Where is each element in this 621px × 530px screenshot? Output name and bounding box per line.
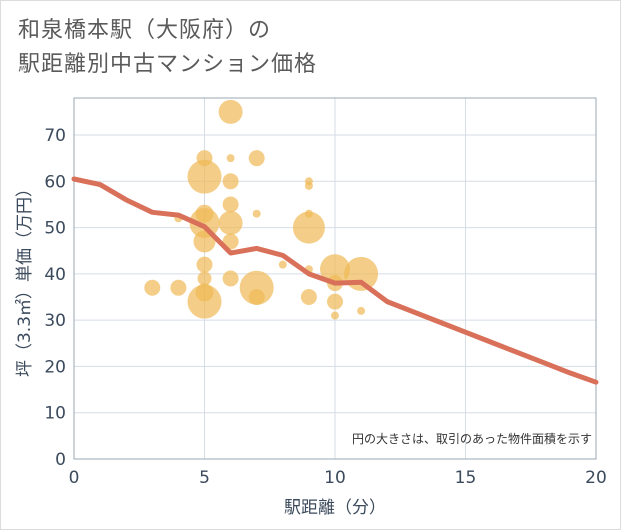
bubble-point bbox=[189, 207, 220, 238]
bubble-point bbox=[304, 181, 313, 190]
bubble-point bbox=[327, 293, 343, 310]
x-tick-label: 15 bbox=[455, 468, 477, 488]
bubble-point bbox=[222, 196, 239, 213]
bubble-series bbox=[144, 99, 379, 320]
bubble-point bbox=[226, 154, 235, 163]
bubble-point bbox=[144, 279, 161, 296]
y-tick-label: 40 bbox=[44, 265, 66, 285]
x-tick-label: 0 bbox=[69, 468, 80, 488]
bubble-point bbox=[218, 210, 243, 235]
bubble-point bbox=[222, 270, 239, 287]
bubble-point bbox=[218, 99, 243, 124]
y-tick-label: 30 bbox=[44, 311, 66, 331]
bubble-point bbox=[248, 289, 265, 306]
bubble-point bbox=[252, 209, 261, 218]
title-line-1: 和泉橋本駅（大阪府）の bbox=[18, 18, 272, 43]
y-tick-label: 50 bbox=[44, 219, 66, 239]
y-tick-label: 20 bbox=[44, 357, 66, 377]
y-axis-label: 坪（3.3㎡）単価（万円） bbox=[15, 180, 35, 377]
bubble-point bbox=[187, 159, 222, 194]
x-axis-ticks: 0 5 10 15 20 bbox=[69, 468, 607, 488]
bubble-point bbox=[278, 260, 287, 269]
bubble-point bbox=[300, 289, 317, 306]
x-tick-label: 5 bbox=[199, 468, 210, 488]
bubble-point bbox=[357, 306, 366, 315]
y-tick-label: 70 bbox=[44, 126, 66, 146]
bubble-point bbox=[331, 311, 339, 320]
x-tick-label: 10 bbox=[324, 468, 346, 488]
y-tick-label: 60 bbox=[44, 172, 66, 192]
plot-border bbox=[73, 97, 597, 460]
bubble-point bbox=[320, 254, 350, 285]
bubble-point bbox=[292, 211, 325, 244]
y-tick-label: 10 bbox=[44, 404, 66, 424]
bubble-point bbox=[193, 230, 216, 253]
bubble-point bbox=[170, 279, 187, 296]
title-line-2: 駅距離別中古マンション価格 bbox=[18, 52, 318, 77]
y-axis-ticks: 0 10 20 30 40 50 60 70 bbox=[44, 126, 66, 470]
bubble-point bbox=[344, 256, 379, 291]
bubble-point bbox=[197, 271, 212, 286]
trend-line bbox=[71, 176, 599, 385]
bubble-point bbox=[187, 284, 222, 319]
y-tick-label: 0 bbox=[55, 450, 66, 470]
bubble-point bbox=[239, 270, 274, 305]
bubble-point bbox=[222, 173, 239, 190]
size-note: 円の大きさは、取引のあった物件面積を示す bbox=[352, 431, 592, 446]
bubble-point bbox=[248, 150, 265, 167]
bubble-point bbox=[196, 256, 213, 273]
x-tick-label: 20 bbox=[585, 468, 607, 488]
x-axis-label: 駅距離（分） bbox=[284, 498, 386, 518]
chart-title: 和泉橋本駅（大阪府）の 駅距離別中古マンション価格 bbox=[18, 14, 317, 82]
